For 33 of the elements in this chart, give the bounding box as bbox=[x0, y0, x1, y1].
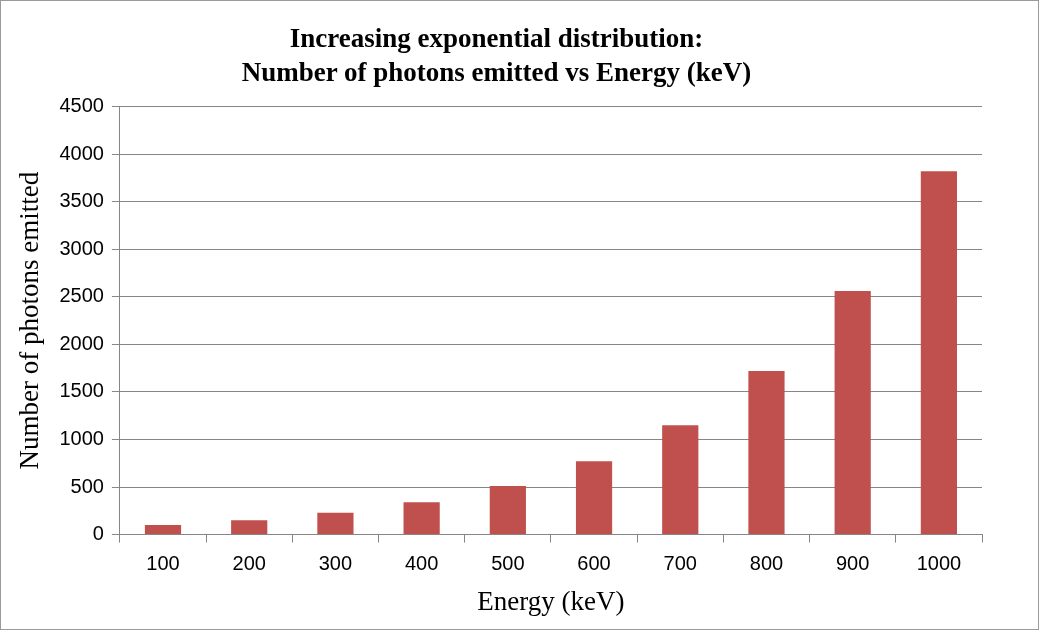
x-tick-label: 400 bbox=[404, 552, 439, 575]
x-tick-label: 700 bbox=[663, 552, 697, 575]
bar bbox=[748, 370, 785, 535]
y-tick-label: 500 bbox=[70, 474, 104, 497]
x-tick-label: 200 bbox=[232, 552, 266, 575]
y-tick-label: 1500 bbox=[59, 379, 104, 402]
bar bbox=[144, 525, 182, 535]
x-axis-title: Energy (keV) bbox=[477, 585, 625, 616]
bar bbox=[920, 171, 957, 535]
bar bbox=[231, 520, 268, 535]
bar bbox=[317, 512, 354, 535]
y-tick-label: 0 bbox=[92, 522, 104, 545]
bar bbox=[403, 502, 440, 535]
y-tick-label: 4000 bbox=[59, 141, 104, 164]
bar bbox=[834, 291, 871, 535]
y-tick-label: 1000 bbox=[59, 426, 104, 449]
bar bbox=[575, 461, 613, 535]
y-tick-label: 3500 bbox=[59, 189, 104, 212]
x-tick-label: 1000 bbox=[916, 552, 962, 575]
y-axis-title: Number of photons emitted bbox=[14, 171, 45, 470]
y-tick-label: 4500 bbox=[59, 94, 104, 117]
bar bbox=[662, 425, 699, 535]
x-tick-label: 500 bbox=[491, 552, 525, 575]
y-tick-label: 2000 bbox=[59, 331, 104, 354]
x-tick-label: 300 bbox=[318, 552, 353, 575]
x-tick-label: 900 bbox=[836, 552, 870, 575]
bar bbox=[489, 486, 526, 535]
x-tick-label: 600 bbox=[577, 552, 611, 575]
chart-title: Increasing exponential distribution: Number of photons emitted vs Energy (keV) bbox=[241, 22, 752, 87]
x-tick-label: 100 bbox=[146, 552, 180, 575]
x-tick-label: 800 bbox=[749, 552, 784, 575]
y-tick-label: 2500 bbox=[59, 284, 104, 307]
y-tick-label: 3000 bbox=[59, 236, 104, 259]
